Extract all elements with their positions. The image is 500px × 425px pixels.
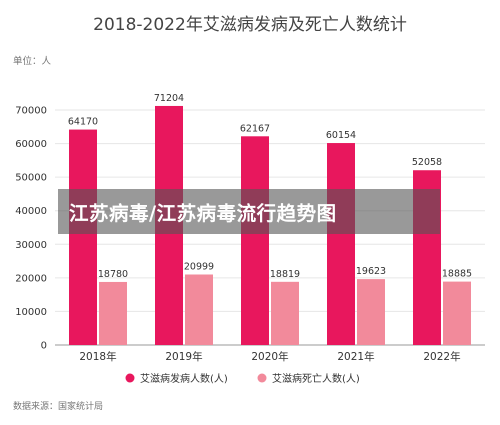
y-tick-label: 50000 [15, 173, 47, 184]
watermark-banner: 江苏病毒/江苏病毒流行趋势图 [58, 189, 440, 234]
legend-label: 艾滋病发病人数(人) [140, 372, 228, 385]
bar-cases-2 [241, 136, 269, 345]
chart-title: 2018-2022年艾滋病发病及死亡人数统计 [93, 15, 407, 35]
bars [69, 105, 471, 345]
legend-label: 艾滋病死亡人数(人) [272, 372, 360, 385]
x-tick-label: 2019年 [165, 350, 202, 363]
data-label: 71204 [154, 93, 184, 104]
watermark-text: 江苏病毒/江苏病毒流行趋势图 [69, 202, 337, 225]
bar-cases-0 [69, 129, 97, 345]
source-note: 数据来源：国家统计局 [13, 400, 103, 412]
data-label: 60154 [326, 130, 356, 141]
data-label: 62167 [240, 123, 270, 134]
data-label: 52058 [412, 157, 442, 168]
data-label: 18780 [98, 269, 128, 280]
x-tick-label: 2020年 [251, 350, 288, 363]
y-tick-label: 70000 [15, 106, 47, 117]
legend: 艾滋病发病人数(人) 艾滋病死亡人数(人) [125, 372, 360, 385]
x-tick-label: 2021年 [337, 350, 374, 363]
data-label: 64170 [68, 117, 98, 128]
bar-deaths-2 [271, 281, 299, 345]
x-tick-label: 2022年 [423, 350, 460, 363]
legend-marker [125, 373, 135, 383]
x-tick-label: 2018年 [79, 350, 116, 363]
y-tick-label: 10000 [15, 307, 47, 318]
data-label: 18885 [442, 269, 472, 280]
legend-marker [257, 373, 267, 383]
data-label: 19623 [356, 266, 386, 277]
y-tick-label: 40000 [15, 206, 47, 217]
bar-deaths-1 [185, 274, 213, 345]
data-label: 18819 [270, 269, 300, 280]
y-tick-label: 20000 [15, 273, 47, 284]
unit-label: 单位：人 [13, 55, 52, 67]
bar-deaths-0 [99, 281, 127, 345]
y-tick-label: 60000 [15, 139, 47, 150]
data-label: 20999 [184, 262, 214, 273]
bar-deaths-4 [443, 281, 471, 345]
y-tick-label: 0 [41, 341, 47, 352]
bar-cases-3 [327, 143, 355, 345]
data-labels: 64170 18780 71204 20999 62167 18819 60154 19623… [68, 93, 472, 280]
y-tick-label: 30000 [15, 240, 47, 251]
bar-deaths-3 [357, 279, 385, 345]
x-axis: 2018年 2019年 2020年 2021年 2022年 [79, 350, 460, 363]
